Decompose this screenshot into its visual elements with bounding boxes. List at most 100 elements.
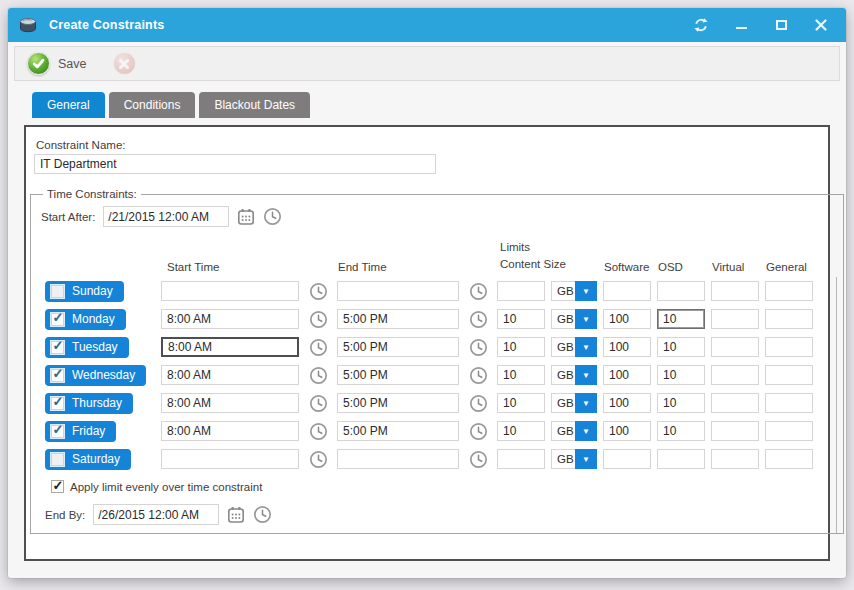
clock-icon[interactable] bbox=[263, 207, 282, 226]
start-time-input[interactable] bbox=[161, 281, 299, 301]
start-time-input[interactable] bbox=[161, 365, 299, 385]
maximize-icon[interactable] bbox=[772, 16, 790, 34]
day-toggle-saturday[interactable]: Saturday bbox=[45, 449, 131, 470]
general-limit-input[interactable] bbox=[765, 449, 813, 469]
end-time-input[interactable] bbox=[337, 281, 459, 301]
day-checkbox-wednesday[interactable] bbox=[51, 369, 64, 382]
day-checkbox-tuesday[interactable] bbox=[51, 341, 64, 354]
day-toggle-wednesday[interactable]: Wednesday bbox=[45, 365, 146, 386]
osd-limit-input[interactable] bbox=[657, 365, 705, 385]
clock-icon[interactable] bbox=[305, 422, 331, 441]
osd-limit-input[interactable] bbox=[657, 337, 705, 357]
osd-limit-input[interactable] bbox=[657, 309, 705, 329]
clock-icon[interactable] bbox=[305, 450, 331, 469]
general-limit-input[interactable] bbox=[765, 281, 813, 301]
clock-icon[interactable] bbox=[253, 505, 272, 524]
start-time-input[interactable] bbox=[161, 449, 299, 469]
osd-limit-input[interactable] bbox=[657, 281, 705, 301]
osd-limit-input[interactable] bbox=[657, 449, 705, 469]
general-limit-input[interactable] bbox=[765, 309, 813, 329]
software-limit-input[interactable] bbox=[603, 365, 651, 385]
end-by-input[interactable] bbox=[93, 504, 219, 525]
end-time-input[interactable] bbox=[337, 309, 459, 329]
osd-limit-input[interactable] bbox=[657, 421, 705, 441]
day-checkbox-thursday[interactable] bbox=[51, 397, 64, 410]
dropdown-arrow-icon[interactable]: ▼ bbox=[575, 393, 597, 413]
software-limit-input[interactable] bbox=[603, 309, 651, 329]
general-limit-input[interactable] bbox=[765, 421, 813, 441]
start-time-input[interactable] bbox=[161, 393, 299, 413]
virtual-limit-input[interactable] bbox=[711, 337, 759, 357]
software-limit-input[interactable] bbox=[603, 337, 651, 357]
day-checkbox-saturday[interactable] bbox=[51, 453, 64, 466]
calendar-icon[interactable] bbox=[237, 208, 255, 226]
day-checkbox-monday[interactable] bbox=[51, 313, 64, 326]
clock-icon[interactable] bbox=[465, 366, 491, 385]
virtual-limit-input[interactable] bbox=[711, 281, 759, 301]
day-checkbox-sunday[interactable] bbox=[51, 285, 64, 298]
end-time-input[interactable] bbox=[337, 393, 459, 413]
clock-icon[interactable] bbox=[465, 394, 491, 413]
clock-icon[interactable] bbox=[305, 338, 331, 357]
content-size-input[interactable] bbox=[497, 309, 545, 329]
unit-dropdown[interactable]: GB ▼ bbox=[551, 449, 597, 469]
dropdown-arrow-icon[interactable]: ▼ bbox=[575, 449, 597, 469]
day-toggle-thursday[interactable]: Thursday bbox=[45, 393, 133, 414]
unit-dropdown[interactable]: GB ▼ bbox=[551, 309, 597, 329]
virtual-limit-input[interactable] bbox=[711, 449, 759, 469]
end-time-input[interactable] bbox=[337, 449, 459, 469]
tab-general[interactable]: General bbox=[32, 92, 105, 118]
unit-dropdown[interactable]: GB ▼ bbox=[551, 337, 597, 357]
refresh-icon[interactable] bbox=[692, 16, 710, 34]
general-limit-input[interactable] bbox=[765, 337, 813, 357]
day-toggle-friday[interactable]: Friday bbox=[45, 421, 116, 442]
software-limit-input[interactable] bbox=[603, 281, 651, 301]
clock-icon[interactable] bbox=[305, 366, 331, 385]
minimize-icon[interactable] bbox=[732, 16, 750, 34]
dropdown-arrow-icon[interactable]: ▼ bbox=[575, 421, 597, 441]
clock-icon[interactable] bbox=[305, 394, 331, 413]
unit-dropdown[interactable]: GB ▼ bbox=[551, 393, 597, 413]
day-checkbox-friday[interactable] bbox=[51, 425, 64, 438]
clock-icon[interactable] bbox=[465, 282, 491, 301]
start-time-input[interactable] bbox=[161, 309, 299, 329]
content-size-input[interactable] bbox=[497, 365, 545, 385]
content-size-input[interactable] bbox=[497, 449, 545, 469]
dropdown-arrow-icon[interactable]: ▼ bbox=[575, 337, 597, 357]
calendar-icon[interactable] bbox=[227, 506, 245, 524]
clock-icon[interactable] bbox=[305, 310, 331, 329]
clock-icon[interactable] bbox=[465, 338, 491, 357]
start-after-input[interactable] bbox=[103, 206, 229, 227]
apply-limit-checkbox[interactable] bbox=[51, 480, 64, 493]
general-limit-input[interactable] bbox=[765, 365, 813, 385]
unit-dropdown[interactable]: GB ▼ bbox=[551, 421, 597, 441]
save-button[interactable]: Save bbox=[27, 52, 87, 75]
day-toggle-tuesday[interactable]: Tuesday bbox=[45, 337, 129, 358]
unit-dropdown[interactable]: GB ▼ bbox=[551, 281, 597, 301]
clock-icon[interactable] bbox=[465, 310, 491, 329]
virtual-limit-input[interactable] bbox=[711, 309, 759, 329]
tab-conditions[interactable]: Conditions bbox=[109, 92, 196, 118]
close-icon[interactable] bbox=[812, 16, 830, 34]
day-toggle-monday[interactable]: Monday bbox=[45, 309, 126, 330]
osd-limit-input[interactable] bbox=[657, 393, 705, 413]
end-time-input[interactable] bbox=[337, 421, 459, 441]
dropdown-arrow-icon[interactable]: ▼ bbox=[575, 309, 597, 329]
constraint-name-input[interactable] bbox=[34, 154, 436, 174]
general-limit-input[interactable] bbox=[765, 393, 813, 413]
content-size-input[interactable] bbox=[497, 337, 545, 357]
virtual-limit-input[interactable] bbox=[711, 393, 759, 413]
virtual-limit-input[interactable] bbox=[711, 365, 759, 385]
software-limit-input[interactable] bbox=[603, 449, 651, 469]
software-limit-input[interactable] bbox=[603, 393, 651, 413]
start-time-input[interactable] bbox=[161, 337, 299, 357]
unit-dropdown[interactable]: GB ▼ bbox=[551, 365, 597, 385]
day-toggle-sunday[interactable]: Sunday bbox=[45, 281, 124, 302]
end-time-input[interactable] bbox=[337, 365, 459, 385]
dropdown-arrow-icon[interactable]: ▼ bbox=[575, 281, 597, 301]
content-size-input[interactable] bbox=[497, 281, 545, 301]
titlebar[interactable]: Create Constraints bbox=[8, 8, 846, 42]
tab-blackout-dates[interactable]: Blackout Dates bbox=[199, 92, 310, 118]
virtual-limit-input[interactable] bbox=[711, 421, 759, 441]
start-time-input[interactable] bbox=[161, 421, 299, 441]
